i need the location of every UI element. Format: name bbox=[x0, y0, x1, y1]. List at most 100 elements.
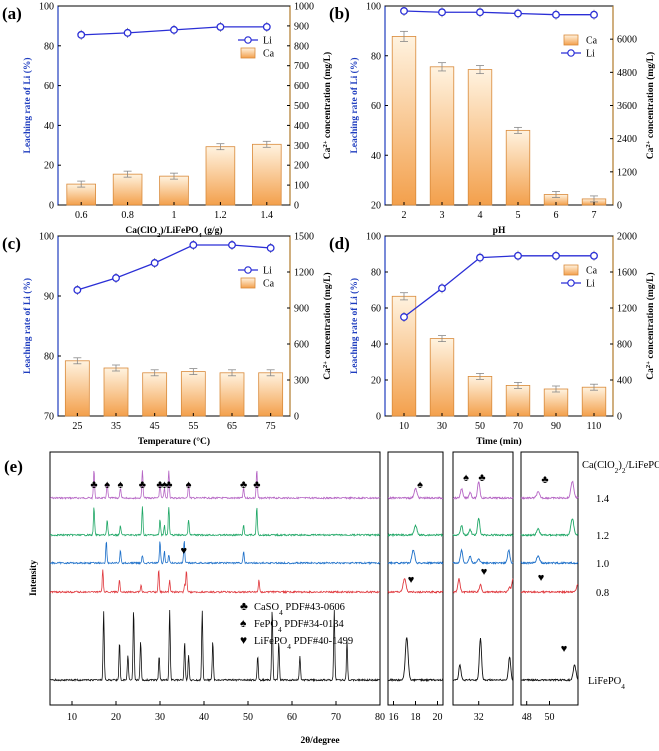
xrd-trace-main bbox=[49, 569, 381, 595]
ca-bar bbox=[142, 372, 168, 417]
x-tick-label: 6 bbox=[554, 210, 559, 221]
li-point bbox=[228, 241, 236, 249]
phase-marker: ♠ bbox=[104, 479, 110, 491]
y-left-tick-label: 20 bbox=[44, 161, 54, 172]
x-tick-label: 40 bbox=[199, 712, 209, 723]
series-label: LiFePO4 bbox=[588, 676, 625, 691]
x-tick-label: 1 bbox=[172, 210, 177, 221]
chart-panel-b: 2 3 4 5 6 7 20 40 60 80 100 0 1200 2400 3600 4800 6000 Le… bbox=[329, 2, 656, 237]
ca-bar bbox=[429, 66, 455, 206]
phase-marker: ♥ bbox=[538, 572, 545, 584]
x-tick-label: 80 bbox=[375, 712, 385, 723]
plot-frame bbox=[57, 235, 291, 417]
legend-label: Ca bbox=[586, 36, 598, 47]
y-right-tick-label: 900 bbox=[294, 21, 309, 32]
ca-bar bbox=[581, 386, 607, 417]
y-right-tick-label: 1200 bbox=[617, 304, 637, 315]
y-right-tick-label: 100 bbox=[294, 181, 309, 192]
li-point bbox=[476, 253, 484, 262]
phase-marker: ♠ bbox=[463, 472, 469, 484]
ca-bar bbox=[252, 143, 282, 206]
legend-li-marker bbox=[567, 49, 575, 57]
li-point bbox=[476, 8, 484, 17]
panel-label: (c) bbox=[2, 234, 21, 253]
x-tick-label: 110 bbox=[587, 421, 602, 432]
chart-panel-d: 10 30 50 70 90 110 0 20 40 60 80 100 0 400 800 1200 1600… bbox=[329, 232, 656, 448]
panel-label: (b) bbox=[329, 4, 350, 23]
xrd-main-frame bbox=[49, 451, 381, 706]
x-tick-label: 1.2 bbox=[214, 210, 227, 221]
legend-label: FePO4 PDF#34-0134 bbox=[254, 619, 344, 634]
y-right-tick-label: 400 bbox=[617, 376, 632, 387]
x-tick-label: 75 bbox=[266, 421, 276, 432]
series-label: 1.0 bbox=[596, 559, 609, 570]
y-left-axis-title: Leaching rate of Li (%) bbox=[349, 57, 360, 153]
x-tick-label: 5 bbox=[516, 210, 521, 221]
phase-marker: ♣ bbox=[541, 474, 548, 486]
phase-marker: ♠ bbox=[417, 479, 423, 491]
x-axis-title: Temperature (°C) bbox=[138, 436, 210, 447]
phase-marker: ♣ bbox=[165, 479, 172, 491]
panel-label: (a) bbox=[2, 4, 22, 23]
y-right-tick-label: 300 bbox=[294, 376, 309, 387]
y-right-tick-label: 0 bbox=[294, 412, 299, 423]
legend-label: LiFePO4 PDF#40-1499 bbox=[254, 636, 353, 651]
y-right-tick-label: 800 bbox=[617, 340, 632, 351]
x-tick-label: 45 bbox=[150, 421, 160, 432]
ca-bar bbox=[112, 173, 143, 206]
y-left-tick-label: 100 bbox=[366, 2, 381, 13]
ca-bar bbox=[64, 360, 90, 417]
y-right-tick-label: 1000 bbox=[294, 2, 314, 13]
y-right-tick-label: 200 bbox=[294, 161, 309, 172]
legend-label: Li bbox=[263, 266, 272, 277]
xrd-trace-zoom bbox=[452, 548, 514, 566]
legend-label: Li bbox=[586, 279, 595, 290]
ca-bar bbox=[505, 129, 531, 206]
li-point bbox=[552, 10, 560, 19]
x-tick-label: 90 bbox=[551, 421, 561, 432]
phase-marker: ♣ bbox=[156, 479, 163, 491]
y-right-tick-label: 2400 bbox=[617, 134, 637, 145]
x-tick-label: 70 bbox=[513, 421, 523, 432]
legend-label: Ca bbox=[263, 49, 275, 60]
x-axis-title: pH bbox=[493, 226, 506, 236]
phase-marker: ♥ bbox=[561, 643, 568, 655]
legend-li-marker bbox=[244, 266, 252, 274]
y-right-tick-label: 0 bbox=[294, 201, 299, 212]
y-left-tick-label: 80 bbox=[371, 268, 381, 279]
li-point bbox=[590, 251, 598, 260]
y-left-tick-label: 40 bbox=[44, 121, 54, 132]
legend-label: Li bbox=[586, 49, 595, 60]
x-tick-label: 30 bbox=[155, 712, 165, 723]
y-right-tick-label: 800 bbox=[294, 41, 309, 52]
chart-panel-e: (e) Intensity 2θ/degree 10 20 30 40 50 60 70 80 16 1… bbox=[4, 451, 659, 746]
legend-ca-swatch bbox=[240, 47, 256, 59]
y-left-tick-label: 0 bbox=[49, 201, 54, 212]
x-tick-label: 70 bbox=[331, 712, 341, 723]
xrd-trace-zoom bbox=[520, 584, 579, 595]
y-left-tick-label: 0 bbox=[376, 412, 381, 423]
x-axis-title: Time (min) bbox=[476, 436, 521, 447]
legend-symbol: ♠ bbox=[240, 616, 247, 630]
y-left-tick-label: 40 bbox=[371, 340, 381, 351]
y-axis-title: Intensity bbox=[29, 560, 39, 596]
ca-bar bbox=[258, 372, 284, 417]
x-tick-label: 65 bbox=[227, 421, 237, 432]
plot-frame bbox=[384, 235, 614, 417]
legend-li-marker bbox=[244, 36, 252, 44]
x-tick-label: 20 bbox=[111, 712, 121, 723]
x-tick-label: 35 bbox=[111, 421, 121, 432]
y-left-tick-label: 80 bbox=[371, 51, 381, 62]
y-left-tick-label: 100 bbox=[39, 232, 54, 243]
li-point bbox=[189, 241, 198, 249]
xrd-trace-zoom bbox=[387, 578, 444, 594]
legend-label: Li bbox=[263, 36, 272, 47]
x-tick-label: 50 bbox=[475, 421, 485, 432]
y-right-tick-label: 400 bbox=[294, 121, 309, 132]
plot-frame bbox=[384, 5, 614, 206]
ca-bar bbox=[159, 175, 189, 206]
x-tick-label: 1.4 bbox=[261, 210, 274, 221]
li-series-line bbox=[77, 244, 271, 291]
ca-bar bbox=[103, 367, 129, 417]
